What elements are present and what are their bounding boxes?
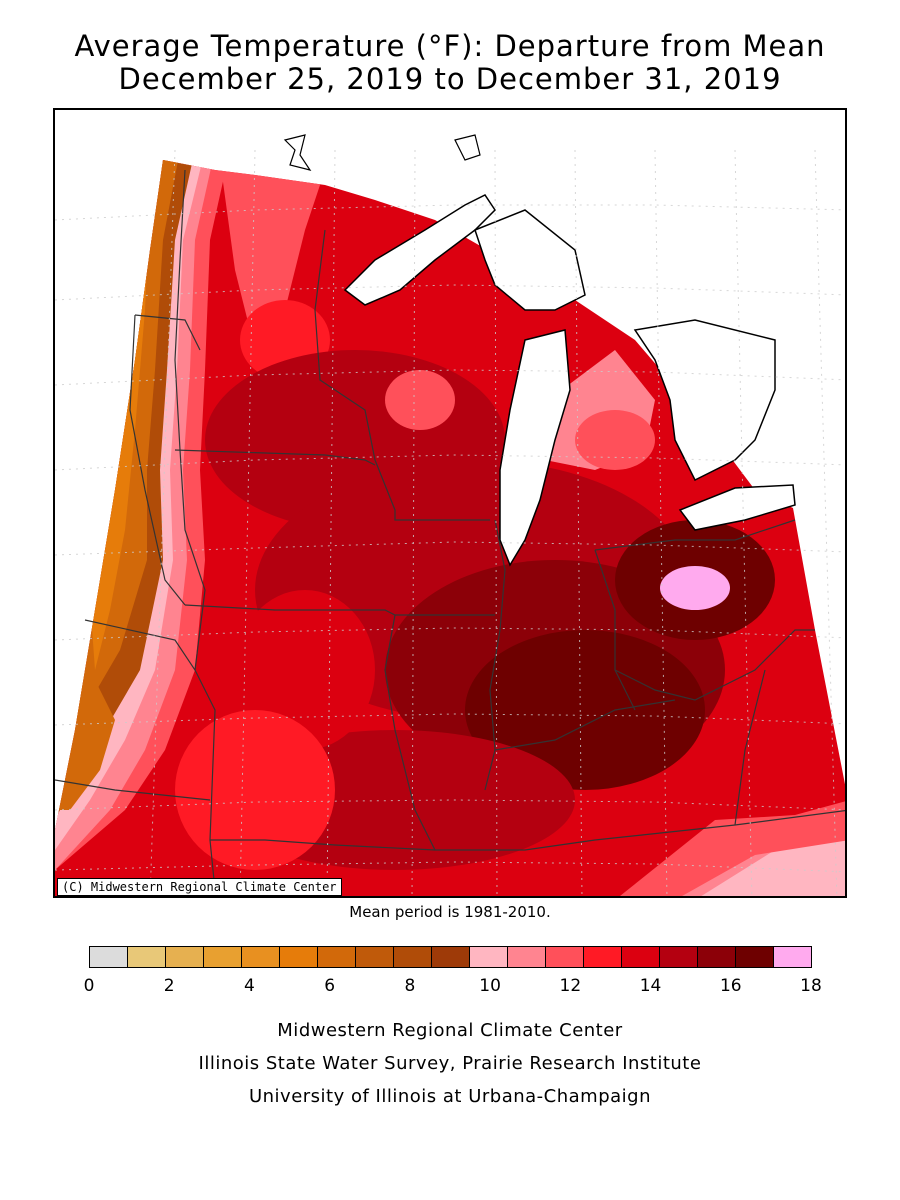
legend-tick-label: 8 [404, 976, 416, 996]
legend-swatch [469, 946, 508, 968]
legend-tick-label: 18 [800, 976, 822, 996]
legend-tick-label: 0 [83, 976, 95, 996]
legend-swatch [659, 946, 698, 968]
legend-tick-label: 2 [163, 976, 175, 996]
credit-line-1: Midwestern Regional Climate Center [277, 1020, 623, 1041]
legend-swatch [317, 946, 356, 968]
map-title-line1: Average Temperature (°F): Departure from… [74, 29, 826, 63]
legend-swatch [241, 946, 280, 968]
legend-swatch [393, 946, 432, 968]
legend-swatch [621, 946, 660, 968]
legend-tick-label: 16 [719, 976, 742, 996]
temperature-departure-map [53, 108, 847, 898]
legend-swatch [507, 946, 546, 968]
state-borders [55, 169, 845, 891]
legend-tick-label: 14 [639, 976, 662, 996]
legend-tick-label: 12 [559, 976, 582, 996]
map-canvas [55, 134, 845, 896]
legend-swatch [165, 946, 204, 968]
map-title-line2: December 25, 2019 to December 31, 2019 [118, 62, 782, 96]
legend-swatch [773, 946, 812, 968]
credit-line-2: Illinois State Water Survey, Prairie Res… [198, 1053, 702, 1074]
color-legend [89, 946, 812, 969]
legend-swatch [583, 946, 622, 968]
mean-period-note: Mean period is 1981-2010. [349, 903, 551, 921]
credit-line-3: University of Illinois at Urbana-Champai… [248, 1086, 652, 1107]
legend-tick-label: 4 [244, 976, 255, 996]
copyright-label: (C) Midwestern Regional Climate Center [57, 878, 342, 896]
legend-tick-label: 10 [479, 976, 501, 996]
legend-swatch [279, 946, 318, 968]
legend-swatch [203, 946, 242, 968]
legend-swatch [735, 946, 774, 968]
legend-swatch [545, 946, 584, 968]
legend-swatch [431, 946, 470, 968]
legend-swatch [127, 946, 166, 968]
lat-lon-grid [55, 149, 845, 896]
legend-swatch [697, 946, 736, 968]
legend-tick-label: 6 [324, 976, 336, 996]
legend-swatch [355, 946, 394, 968]
legend-swatch [89, 946, 128, 968]
